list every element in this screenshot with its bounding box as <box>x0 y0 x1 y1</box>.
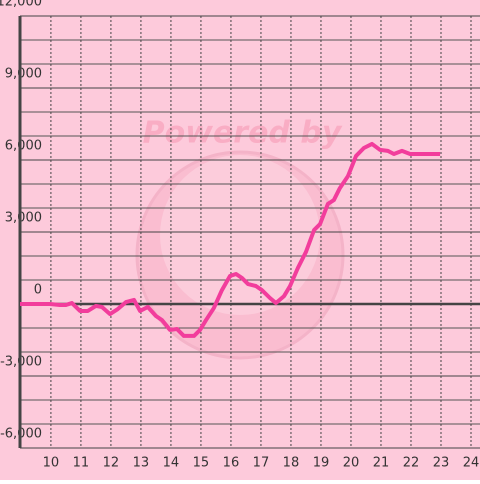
x-tick-label: 17 <box>253 456 270 471</box>
x-tick-label: 20 <box>343 456 360 471</box>
x-tick-label: 12 <box>103 456 120 471</box>
y-tick-label: 0 <box>34 283 42 298</box>
x-tick-label: 10 <box>43 456 60 471</box>
x-tick-label: 14 <box>163 456 180 471</box>
x-tick-label: 16 <box>223 456 240 471</box>
x-tick-label: 21 <box>373 456 390 471</box>
y-tick-label: 3,000 <box>5 211 42 226</box>
x-tick-label: 11 <box>73 456 90 471</box>
data-line <box>20 141 441 338</box>
y-tick-label: 6,000 <box>5 139 42 154</box>
x-tick-label: 15 <box>193 456 210 471</box>
watermark-ball <box>135 150 345 360</box>
watermark: Powered by <box>143 116 343 151</box>
x-tick-label: 19 <box>313 456 330 471</box>
x-tick-label: 22 <box>403 456 420 471</box>
y-tick-label: 9,000 <box>5 67 42 82</box>
x-tick-label: 23 <box>433 456 450 471</box>
y-tick-label: 12,000 <box>0 0 42 10</box>
x-tick-label: 18 <box>283 456 300 471</box>
x-tick-label: 24 <box>463 456 480 471</box>
x-tick-label: 13 <box>133 456 150 471</box>
